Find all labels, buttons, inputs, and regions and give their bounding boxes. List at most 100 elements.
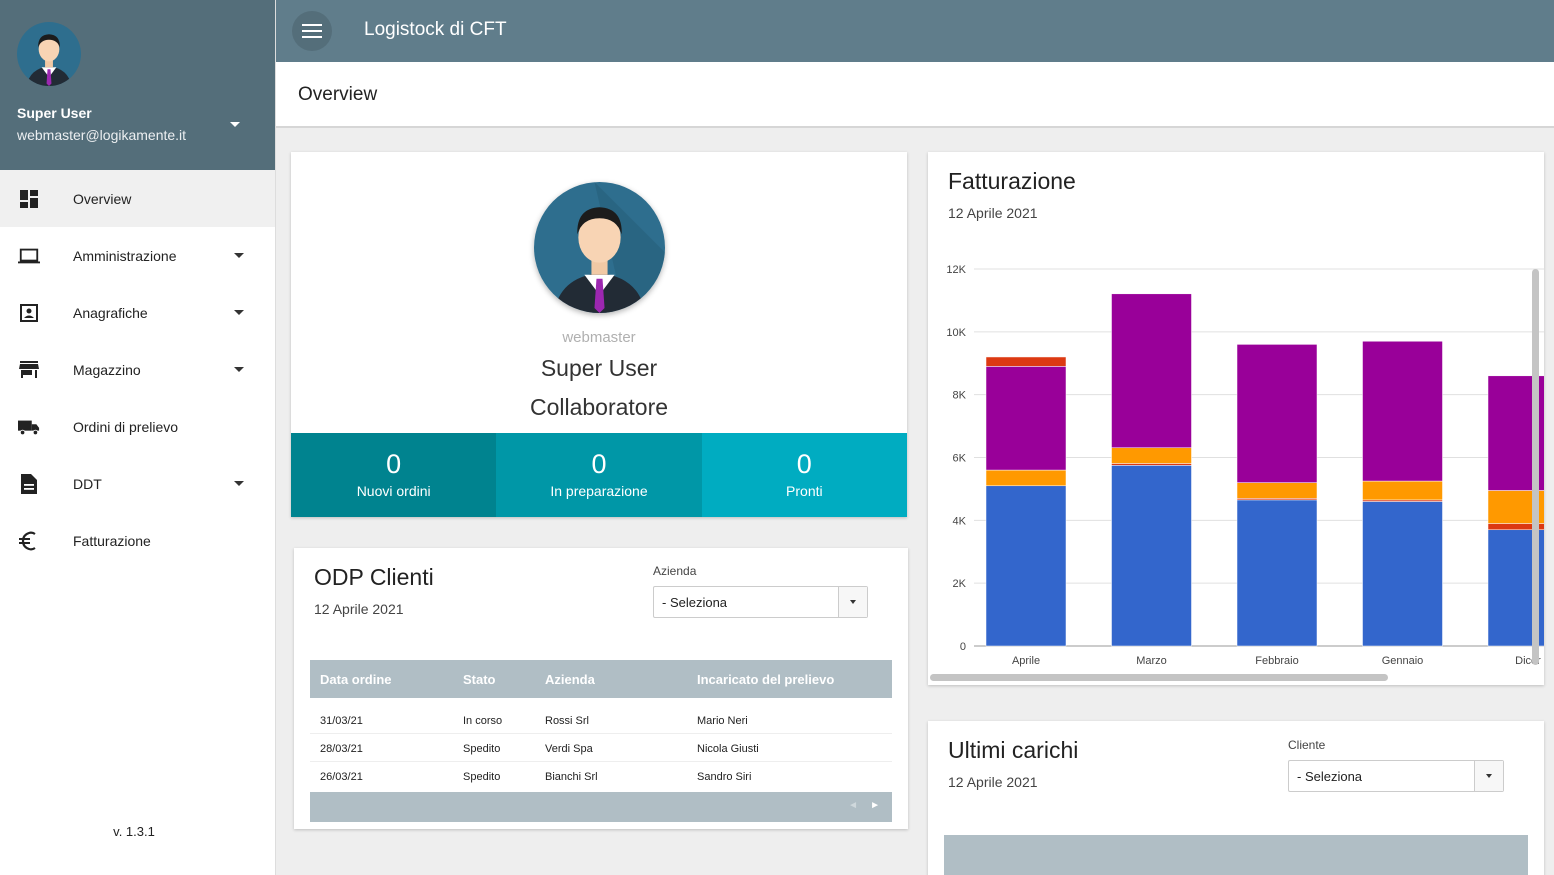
table-header: Data ordine Stato Azienda Incaricato del… bbox=[310, 660, 892, 698]
user-avatar[interactable] bbox=[17, 22, 81, 86]
cell-assignee: Mario Neri bbox=[697, 715, 748, 727]
stat-label: In preparazione bbox=[550, 483, 648, 499]
column-header[interactable]: Azienda bbox=[545, 672, 595, 687]
sidebar-item-ordini-di-prelievo[interactable]: Ordini di prelievo bbox=[0, 398, 275, 455]
sidebar-item-label: Ordini di prelievo bbox=[73, 418, 179, 435]
sidebar-item-label: Magazzino bbox=[73, 361, 141, 378]
menu-button[interactable] bbox=[292, 11, 332, 51]
column-header[interactable]: Incaricato del prelievo bbox=[697, 672, 835, 687]
cell-date: 26/03/21 bbox=[320, 771, 363, 783]
document-icon bbox=[18, 473, 40, 495]
y-tick-label: 10K bbox=[946, 327, 966, 339]
chevron-down-icon bbox=[234, 367, 244, 372]
next-page-icon[interactable]: ► bbox=[870, 800, 880, 811]
chevron-down-icon bbox=[234, 310, 244, 315]
bar-segment bbox=[1111, 447, 1192, 464]
y-tick-label: 4K bbox=[953, 515, 967, 527]
stat-pronti[interactable]: 0 Pronti bbox=[701, 433, 907, 517]
odp-title: ODP Clienti bbox=[314, 564, 434, 590]
x-tick-label: Marzo bbox=[1136, 655, 1167, 667]
sidebar-item-anagrafiche[interactable]: Anagrafiche bbox=[0, 284, 275, 341]
profile-avatar bbox=[534, 182, 665, 313]
user-menu-caret-icon[interactable] bbox=[230, 122, 240, 127]
cell-company: Verdi Spa bbox=[545, 743, 593, 755]
topbar: Logistock di CFT bbox=[276, 0, 1554, 62]
bar-segment bbox=[1362, 501, 1443, 647]
dropdown-arrow-icon[interactable] bbox=[838, 587, 867, 617]
sidebar-item-ddt[interactable]: DDT bbox=[0, 455, 275, 512]
chart-vertical-scroll-thumb[interactable] bbox=[1532, 269, 1539, 665]
y-tick-label: 6K bbox=[953, 453, 967, 465]
cell-status: Spedito bbox=[463, 771, 501, 783]
cell-date: 28/03/21 bbox=[320, 743, 363, 755]
fatturazione-chart: 0 2K 4K 6K 8K 10K 12K Aprile Marzo Febbraio Gennai… bbox=[946, 264, 1544, 667]
sidebar-user-email: webmaster@logikamente.it bbox=[17, 127, 187, 143]
table-pager: ◄ ► bbox=[310, 792, 892, 822]
bar-segment bbox=[1362, 480, 1443, 501]
x-tick-label: Gennaio bbox=[1382, 655, 1424, 667]
sidebar-item-label: Anagrafiche bbox=[73, 304, 148, 321]
fatturazione-card: Fatturazione 12 Aprile 2021 0 2K 4K 6K 8K 10K… bbox=[928, 152, 1544, 685]
carichi-title: Ultimi carichi bbox=[948, 737, 1079, 763]
profile-name: Super User bbox=[540, 355, 658, 381]
bar-segment bbox=[985, 469, 1067, 487]
sidebar-item-fatturazione[interactable]: Fatturazione bbox=[0, 512, 275, 569]
table-row[interactable]: 26/03/21 Spedito Bianchi Srl Sandro Siri bbox=[310, 762, 892, 790]
hamburger-icon bbox=[302, 24, 322, 38]
cell-assignee: Sandro Siri bbox=[697, 771, 752, 783]
dropdown-arrow-icon[interactable] bbox=[1474, 761, 1503, 791]
fatturazione-title: Fatturazione bbox=[948, 168, 1076, 194]
odp-clienti-card: ODP Clienti 12 Aprile 2021 Azienda - Sel… bbox=[294, 548, 908, 829]
sidebar: Super User webmaster@logikamente.it Over… bbox=[0, 0, 276, 875]
truck-icon bbox=[18, 416, 40, 438]
chart-horizontal-scroll-thumb[interactable] bbox=[930, 674, 1388, 681]
bar-segment bbox=[985, 366, 1067, 471]
y-tick-label: 0 bbox=[960, 641, 966, 653]
azienda-select[interactable]: - Seleziona bbox=[653, 586, 868, 618]
x-tick-label: Febbraio bbox=[1255, 655, 1298, 667]
order-stats: 0 Nuovi ordini 0 In preparazione 0 Pront… bbox=[291, 433, 907, 517]
euro-icon bbox=[18, 530, 40, 552]
page-header: Overview bbox=[276, 62, 1554, 128]
profile-card: webmaster Super User Collaboratore 0 Nuo… bbox=[291, 152, 907, 517]
odp-table: Data ordine Stato Azienda Incaricato del… bbox=[310, 660, 892, 822]
stat-value: 0 bbox=[796, 449, 812, 479]
cell-company: Bianchi Srl bbox=[545, 771, 598, 783]
profile-username: webmaster bbox=[562, 329, 636, 346]
contact-card-icon bbox=[18, 302, 40, 324]
sidebar-item-amministrazione[interactable]: Amministrazione bbox=[0, 227, 275, 284]
sidebar-nav: Overview Amministrazione Anagrafiche Magazz… bbox=[0, 170, 275, 569]
cell-status: Spedito bbox=[463, 743, 501, 755]
bar-segment bbox=[1111, 463, 1192, 466]
cliente-select[interactable]: - Seleziona bbox=[1288, 760, 1504, 792]
chevron-down-icon bbox=[234, 481, 244, 486]
column-header[interactable]: Stato bbox=[463, 672, 496, 687]
fatturazione-date: 12 Aprile 2021 bbox=[948, 205, 1038, 221]
bar-segment bbox=[1111, 293, 1192, 449]
bar-segment bbox=[985, 485, 1067, 647]
prev-page-icon[interactable]: ◄ bbox=[848, 800, 858, 811]
sidebar-item-magazzino[interactable]: Magazzino bbox=[0, 341, 275, 398]
stat-value: 0 bbox=[386, 449, 402, 479]
table-row[interactable]: 28/03/21 Spedito Verdi Spa Nicola Giusti bbox=[310, 734, 892, 762]
avatar-icon bbox=[534, 182, 665, 313]
cliente-select-value: - Seleziona bbox=[1297, 769, 1363, 784]
sidebar-item-overview[interactable]: Overview bbox=[0, 170, 275, 227]
stat-in-preparazione[interactable]: 0 In preparazione bbox=[496, 433, 702, 517]
column-header[interactable]: Data ordine bbox=[320, 672, 392, 687]
bar-segment bbox=[1111, 465, 1192, 647]
dashboard-icon bbox=[18, 188, 40, 210]
app-version: v. 1.3.1 bbox=[113, 824, 155, 839]
stat-nuovi-ordini[interactable]: 0 Nuovi ordini bbox=[291, 433, 497, 517]
bar-segment bbox=[1236, 482, 1318, 499]
cell-status: In corso bbox=[463, 715, 503, 727]
cell-company: Rossi Srl bbox=[545, 715, 590, 727]
stat-value: 0 bbox=[591, 449, 607, 479]
profile-role: Collaboratore bbox=[529, 394, 669, 420]
laptop-icon bbox=[18, 245, 40, 267]
sidebar-item-label: Fatturazione bbox=[73, 532, 151, 549]
carichi-table-header bbox=[944, 835, 1528, 875]
carichi-date: 12 Aprile 2021 bbox=[948, 774, 1038, 790]
table-row[interactable]: 31/03/21 In corso Rossi Srl Mario Neri bbox=[310, 706, 892, 734]
stat-label: Nuovi ordini bbox=[356, 483, 431, 499]
